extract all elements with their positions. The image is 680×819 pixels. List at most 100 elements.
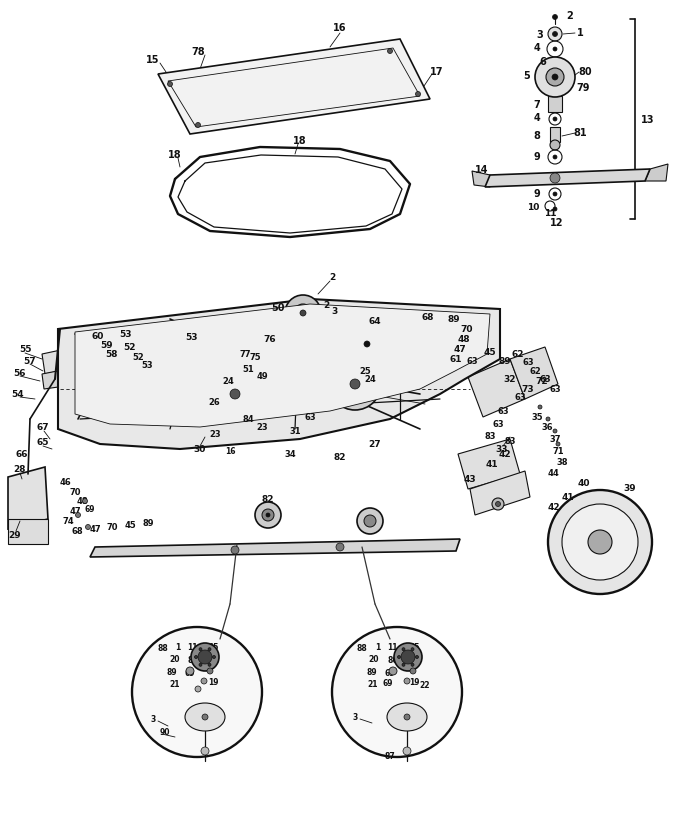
Circle shape	[294, 305, 312, 323]
Text: 83: 83	[484, 432, 496, 441]
Text: 48: 48	[76, 497, 88, 506]
Text: 62: 62	[529, 367, 541, 376]
Text: 30: 30	[194, 445, 206, 454]
Circle shape	[201, 747, 209, 755]
Text: 63: 63	[466, 357, 478, 366]
Text: 5: 5	[524, 71, 530, 81]
Text: 82: 82	[334, 453, 346, 462]
Text: 57: 57	[24, 357, 36, 366]
Text: 49: 49	[256, 372, 268, 381]
Text: 75: 75	[249, 353, 261, 362]
Circle shape	[553, 192, 557, 197]
Circle shape	[350, 379, 360, 390]
Text: 83: 83	[505, 437, 515, 446]
Circle shape	[281, 351, 309, 378]
Text: 52: 52	[124, 343, 136, 352]
Text: 51: 51	[242, 365, 254, 374]
Text: 8: 8	[534, 131, 541, 141]
Polygon shape	[485, 170, 650, 188]
Circle shape	[266, 514, 270, 518]
Polygon shape	[158, 40, 430, 135]
Text: 20: 20	[170, 654, 180, 663]
Circle shape	[194, 656, 197, 658]
Text: 53: 53	[186, 333, 199, 342]
Circle shape	[402, 663, 405, 667]
Circle shape	[552, 16, 558, 20]
Text: 24: 24	[222, 377, 234, 386]
Text: 68: 68	[71, 527, 83, 536]
Text: 4: 4	[534, 43, 541, 53]
Text: 11: 11	[544, 209, 556, 218]
Circle shape	[548, 491, 652, 595]
Text: 54: 54	[12, 390, 24, 399]
Text: 16: 16	[333, 23, 347, 33]
Text: 3: 3	[332, 307, 338, 316]
Text: 23: 23	[209, 430, 221, 439]
Text: 7: 7	[534, 100, 541, 110]
Text: 43: 43	[464, 475, 476, 484]
Text: 53: 53	[119, 330, 131, 339]
Text: 44: 44	[547, 469, 559, 478]
Text: 74: 74	[62, 517, 74, 526]
Circle shape	[289, 359, 301, 370]
Polygon shape	[550, 128, 560, 143]
Circle shape	[562, 505, 638, 581]
Circle shape	[201, 678, 207, 684]
Text: 58: 58	[106, 350, 118, 359]
Polygon shape	[472, 172, 490, 188]
Circle shape	[553, 208, 557, 212]
Text: 89: 89	[498, 357, 511, 366]
Polygon shape	[548, 97, 562, 113]
Text: 69: 69	[385, 668, 395, 677]
Ellipse shape	[185, 704, 225, 731]
Circle shape	[403, 747, 411, 755]
Circle shape	[411, 663, 414, 667]
Circle shape	[262, 509, 274, 522]
Text: 2: 2	[323, 300, 329, 309]
Circle shape	[492, 499, 504, 510]
Text: 90: 90	[160, 727, 170, 736]
Text: 73: 73	[522, 385, 534, 394]
Circle shape	[410, 668, 416, 674]
Text: 3: 3	[537, 30, 543, 40]
Polygon shape	[458, 440, 520, 490]
Circle shape	[553, 156, 557, 160]
Text: 26: 26	[208, 398, 220, 407]
Circle shape	[336, 543, 344, 551]
Polygon shape	[75, 305, 490, 428]
Text: 36: 36	[541, 423, 553, 432]
Polygon shape	[510, 347, 558, 400]
Ellipse shape	[387, 704, 427, 731]
Text: 34: 34	[284, 450, 296, 459]
Text: 63: 63	[497, 407, 509, 416]
Text: 47: 47	[69, 507, 81, 516]
Text: 1: 1	[577, 28, 583, 38]
Text: 73: 73	[411, 656, 422, 665]
Text: 66: 66	[16, 450, 29, 459]
Circle shape	[404, 714, 410, 720]
Text: 52: 52	[132, 353, 144, 362]
Text: 19: 19	[208, 677, 218, 686]
Text: 86: 86	[188, 656, 199, 665]
Circle shape	[231, 546, 239, 554]
Text: 61: 61	[449, 355, 462, 364]
Circle shape	[388, 49, 392, 54]
Text: 56: 56	[14, 369, 27, 378]
Text: 31: 31	[289, 427, 301, 436]
Polygon shape	[8, 468, 48, 529]
Text: 41: 41	[562, 493, 575, 502]
Polygon shape	[645, 165, 668, 182]
Circle shape	[341, 370, 369, 399]
Text: 63: 63	[514, 393, 526, 402]
Text: 73: 73	[209, 656, 220, 665]
Text: 80: 80	[578, 67, 592, 77]
Text: 89: 89	[167, 667, 177, 676]
Text: 70: 70	[461, 325, 473, 334]
Text: 21: 21	[368, 680, 378, 689]
Text: 89: 89	[447, 315, 460, 324]
Circle shape	[553, 429, 557, 433]
Circle shape	[402, 648, 405, 651]
Text: 63: 63	[549, 385, 561, 394]
Text: 1: 1	[175, 643, 181, 652]
Text: 37: 37	[549, 435, 561, 444]
